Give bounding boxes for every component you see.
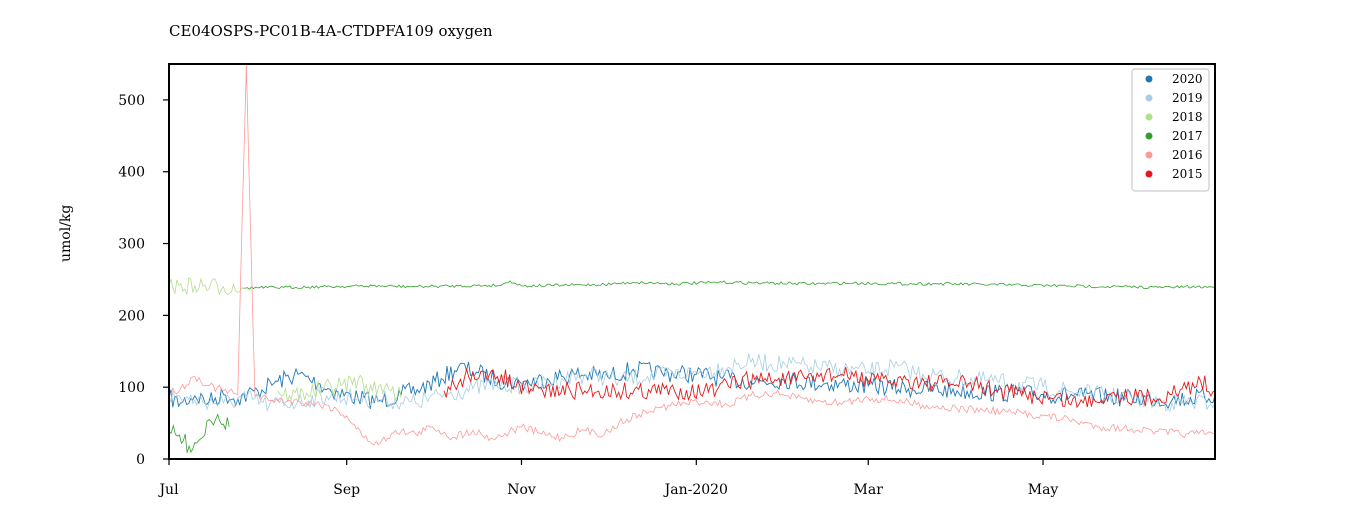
series-line-2016	[169, 64, 1215, 446]
series-line-2015	[443, 366, 1215, 409]
x-tick-label-Nov: Nov	[507, 482, 536, 498]
x-tick-label-May: May	[1028, 482, 1059, 498]
legend-marker-2020	[1145, 75, 1153, 83]
legend-marker-2015	[1145, 170, 1153, 178]
legend-label-2017: 2017	[1172, 129, 1203, 143]
y-tick-label-500: 500	[118, 93, 145, 109]
series-line-2020	[169, 360, 1215, 410]
legend-marker-2018	[1145, 113, 1153, 121]
legend-label-2015: 2015	[1172, 167, 1203, 181]
legend-label-2016: 2016	[1172, 148, 1203, 162]
legend-marker-2019	[1145, 94, 1153, 102]
x-tick-label-Jul: Jul	[157, 482, 179, 498]
x-tick-label-Sep: Sep	[333, 482, 360, 498]
series-line-2019	[169, 353, 1215, 413]
series-line-2018	[169, 277, 402, 402]
series-line-2017	[169, 280, 1215, 454]
y-tick-label-300: 300	[118, 237, 145, 253]
series-layer	[169, 64, 1215, 454]
x-tick-label-Mar: Mar	[854, 482, 884, 498]
plot-frame	[168, 63, 1216, 460]
axes-layer: 0 100 200 300 400 500 Jul Sep Nov Jan-2020 Mar May	[118, 63, 1216, 498]
legend-marker-2016	[1145, 151, 1153, 159]
x-tick-label-Jan-2020: Jan-2020	[663, 482, 728, 498]
y-tick-label-200: 200	[118, 308, 145, 324]
y-tick-label-0: 0	[136, 452, 145, 468]
chart-title: CE04OSPS-PC01B-4A-CTDPFA109 oxygen	[169, 22, 493, 40]
y-tick-label-100: 100	[118, 380, 145, 396]
legend-label-2018: 2018	[1172, 110, 1203, 124]
legend-label-2019: 2019	[1172, 91, 1203, 105]
y-tick-label-400: 400	[118, 165, 145, 181]
legend: 2020 2019 2018 2017 2016 2015	[1131, 68, 1210, 192]
legend-label-2020: 2020	[1172, 72, 1203, 86]
legend-marker-2017	[1145, 132, 1153, 140]
